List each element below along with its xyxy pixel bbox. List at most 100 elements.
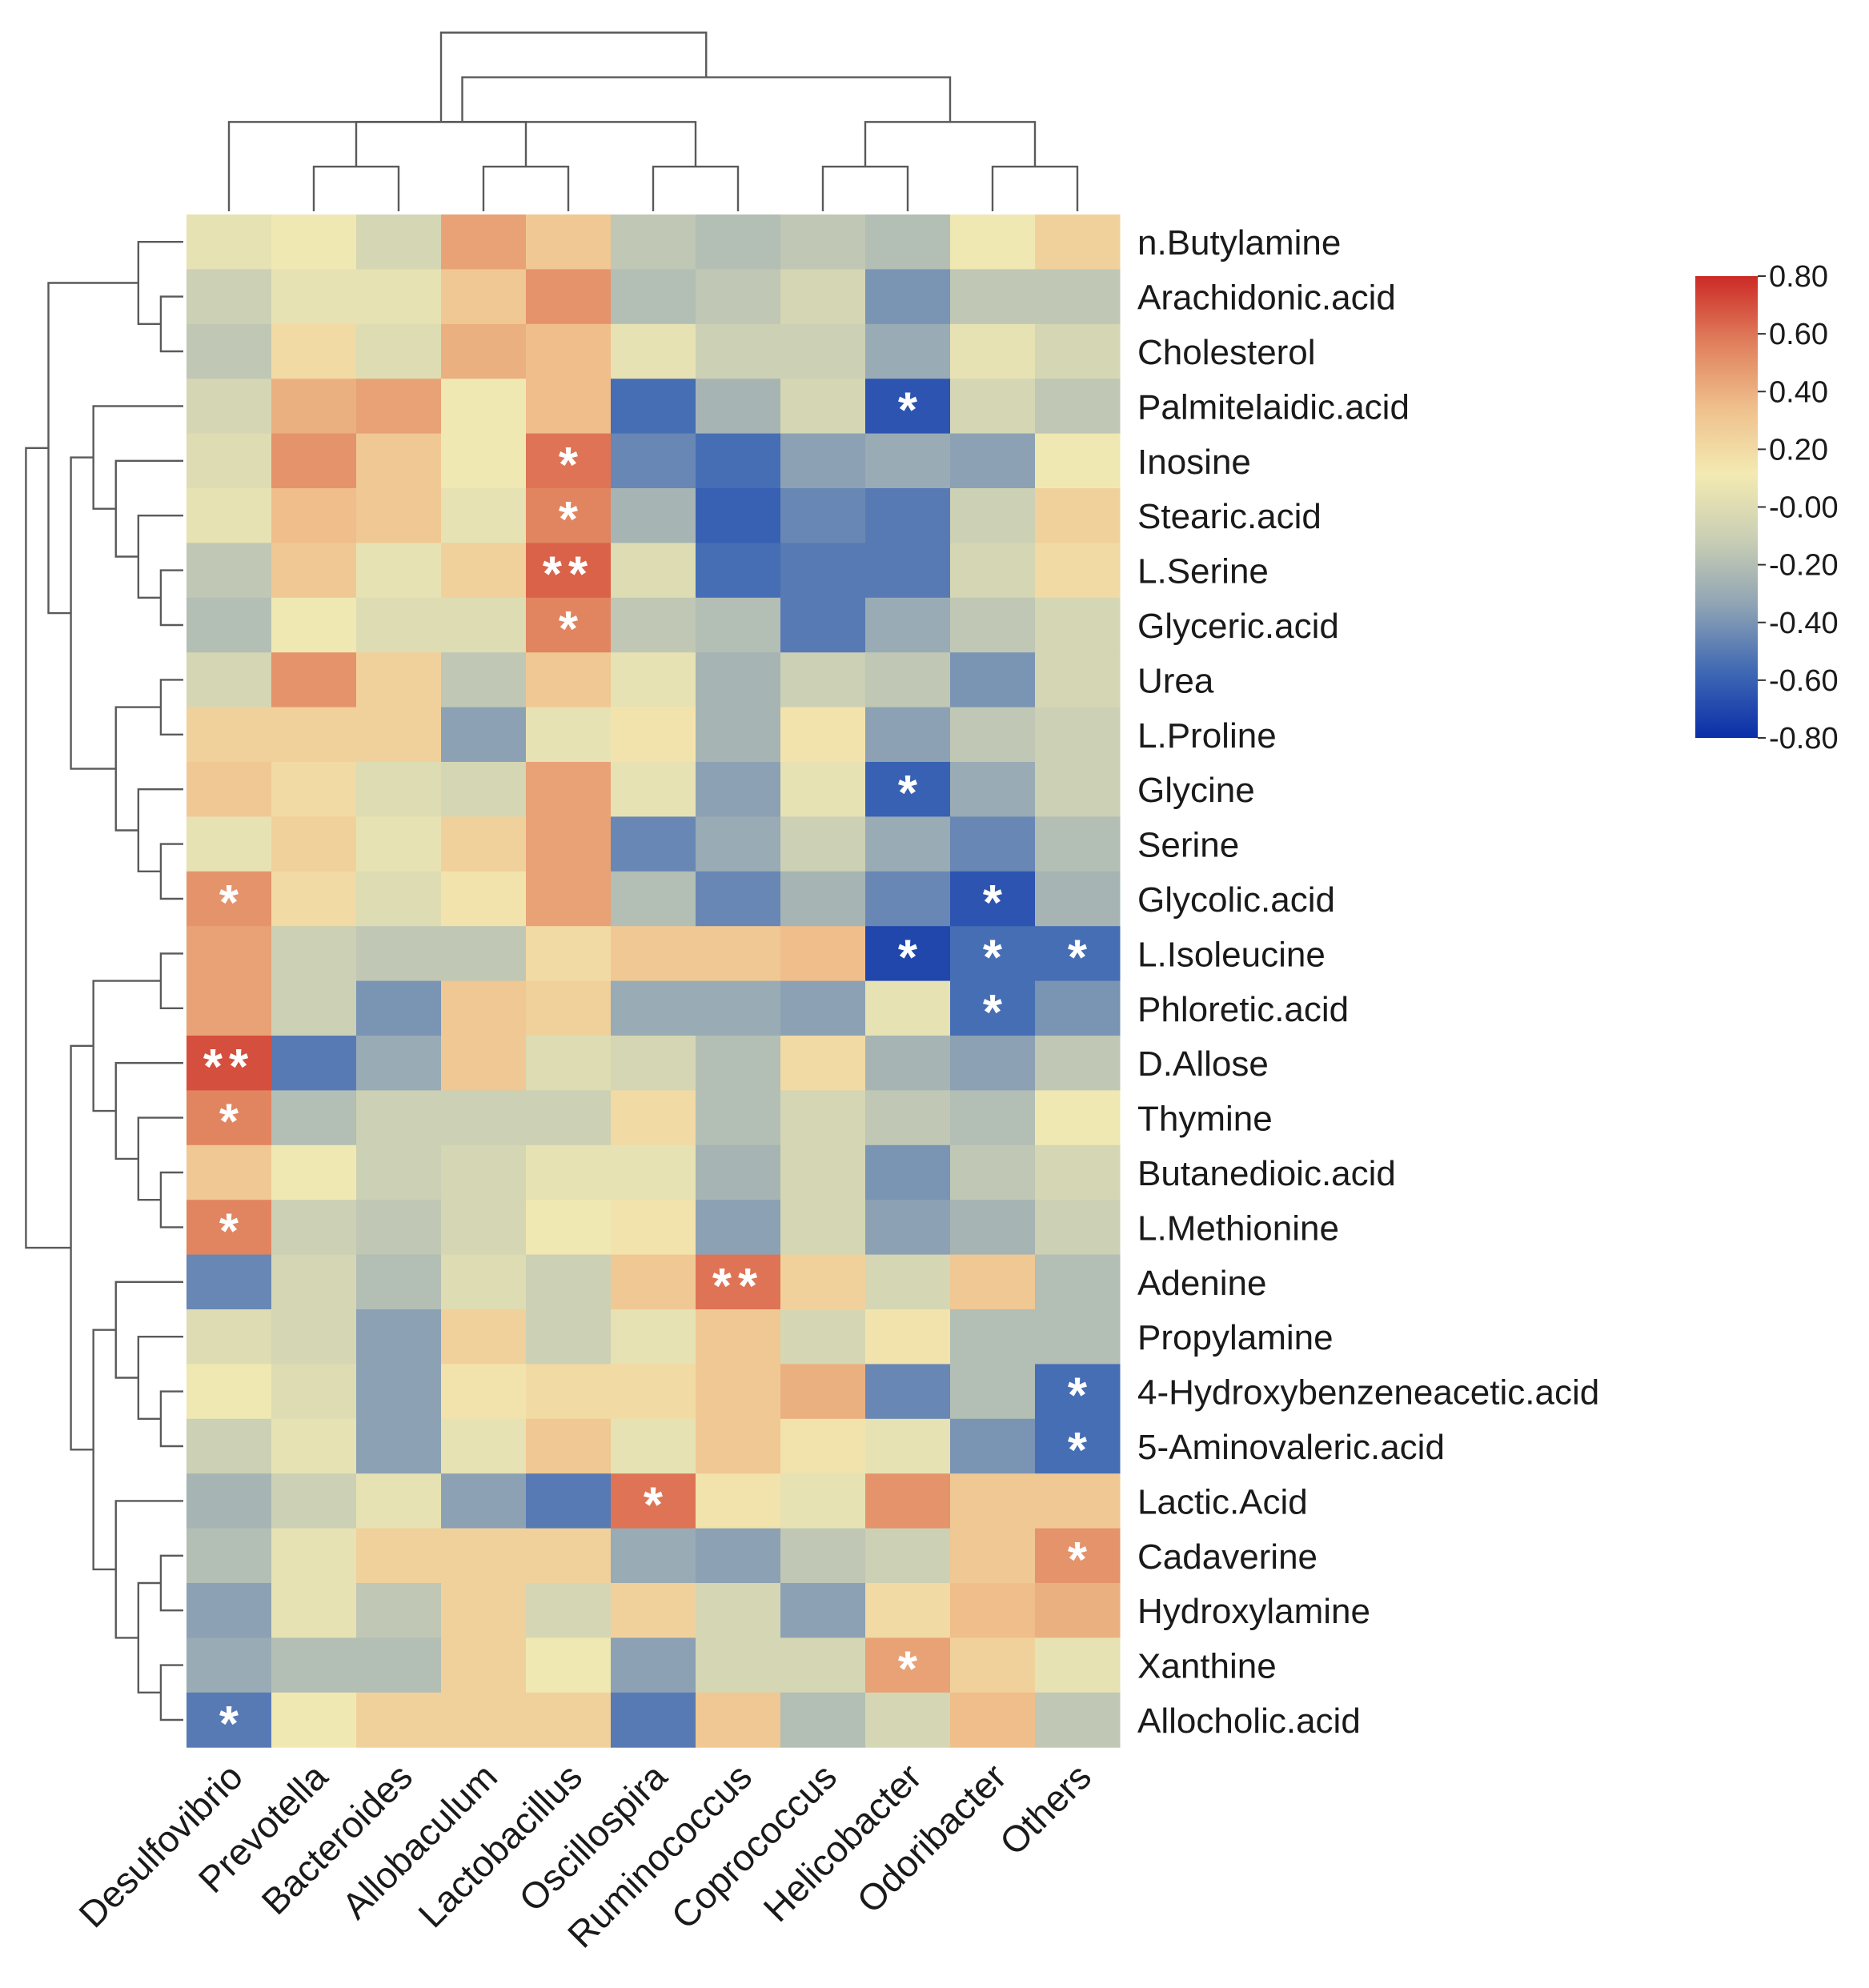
heatmap-cell: [526, 926, 612, 982]
heatmap-cell: [356, 1637, 442, 1693]
color-scale-legend: 0.80 0.60 0.40 0.20 -0.00 -0.20 -0.40 -0.60 -0.8…: [1695, 260, 1839, 756]
heatmap-cell: [1035, 1309, 1121, 1365]
heatmap-cell: [611, 1144, 696, 1200]
heatmap-cell: [356, 926, 442, 982]
heatmap-cell: [441, 1036, 527, 1091]
colorbar-tick-label: 0.20: [1769, 433, 1828, 467]
heatmap-cell: [526, 433, 612, 489]
row-label: Lactic.Acid: [1137, 1482, 1308, 1521]
dendrogram-branch: [991, 165, 1079, 211]
heatmap-cell: [950, 816, 1036, 872]
heatmap-cell: [271, 871, 357, 927]
heatmap-cell: [271, 926, 357, 982]
heatmap-cell: [356, 762, 442, 817]
heatmap-cell: [271, 1637, 357, 1693]
heatmap-cell: [611, 871, 696, 927]
dendrogram-branch: [159, 1664, 183, 1721]
heatmap-cell: [950, 1364, 1036, 1420]
significance-marker: *: [559, 438, 579, 493]
heatmap-cell: [1035, 1528, 1121, 1584]
heatmap-cell: [780, 1254, 866, 1310]
heatmap-cell: [611, 433, 696, 489]
heatmap-cell: [696, 1692, 781, 1748]
row-label: Urea: [1137, 661, 1214, 700]
heatmap-cell: [865, 762, 951, 817]
heatmap-cell: [865, 926, 951, 982]
heatmap-cell: [780, 1637, 866, 1693]
row-label: Cholesterol: [1137, 333, 1316, 372]
significance-marker: *: [559, 602, 579, 657]
heatmap-cell: [186, 1637, 272, 1693]
heatmap-cell: [950, 926, 1036, 982]
heatmap-cell: [780, 980, 866, 1036]
heatmap-cell: [950, 597, 1036, 653]
heatmap-cell: [780, 707, 866, 763]
row-label: D.Allose: [1137, 1044, 1269, 1084]
significance-marker: *: [559, 492, 579, 547]
heatmap-cell: [611, 1254, 696, 1310]
heatmap-cell: [271, 214, 357, 270]
heatmap-cell: [526, 816, 612, 872]
heatmap-cell: [356, 652, 442, 708]
heatmap-cell: [441, 1473, 527, 1529]
heatmap-cell: [441, 871, 527, 927]
heatmap-cell: [186, 543, 272, 599]
heatmap-cell: [526, 1364, 612, 1420]
column-dendrogram: [227, 31, 1079, 211]
heatmap-cell: [1035, 1144, 1121, 1200]
heatmap-cell: [611, 1036, 696, 1091]
heatmap-cell: [611, 926, 696, 982]
heatmap-cell: [186, 597, 272, 653]
heatmap-cell: [611, 1090, 696, 1146]
heatmap-cell: [780, 214, 866, 270]
heatmap-cell: [186, 926, 272, 982]
dendrogram-branch: [137, 1336, 183, 1420]
heatmap-cell: [865, 816, 951, 872]
significance-marker: *: [898, 766, 918, 821]
heatmap-cell: [696, 1473, 781, 1529]
heatmap-cell: [186, 1200, 272, 1256]
significance-marker: **: [203, 1040, 255, 1095]
heatmap-cell: [526, 379, 612, 435]
row-label: Xanthine: [1137, 1647, 1277, 1686]
heatmap-cell: [865, 1036, 951, 1091]
heatmap-cell: [696, 597, 781, 653]
dendrogram-branch: [652, 165, 740, 211]
heatmap-cell: [611, 762, 696, 817]
significance-marker: *: [983, 985, 1003, 1040]
heatmap-cell: [356, 1364, 442, 1420]
heatmap-cell: [950, 652, 1036, 708]
heatmap-cell: [1035, 1692, 1121, 1748]
heatmap-cell: [865, 1528, 951, 1584]
row-label: Stearic.acid: [1137, 497, 1322, 536]
heatmap-cell: [271, 1692, 357, 1748]
heatmap-cell: [186, 433, 272, 489]
heatmap-cell: [696, 1364, 781, 1420]
heatmap-cell: [441, 543, 527, 599]
heatmap-cell: [865, 214, 951, 270]
heatmap-cell: [186, 980, 272, 1036]
heatmap-cell: [696, 488, 781, 543]
dendrogram-branch: [92, 405, 183, 510]
heatmap-cell: [611, 1583, 696, 1638]
heatmap-cell: [611, 379, 696, 435]
heatmap-cell: [696, 379, 781, 435]
significance-marker: *: [983, 930, 1003, 985]
heatmap-cell: [356, 1418, 442, 1474]
heatmap-cell: [186, 1692, 272, 1748]
heatmap-cell: [950, 433, 1036, 489]
row-label: Butanedioic.acid: [1137, 1154, 1396, 1193]
dendrogram-branch: [114, 1062, 183, 1160]
heatmap-cell: [1035, 1090, 1121, 1146]
heatmap-cell: [526, 1692, 612, 1748]
row-label: L.Methionine: [1137, 1208, 1339, 1248]
heatmap-cell: [441, 1583, 527, 1638]
heatmap-cell: [441, 433, 527, 489]
heatmap-cell: [865, 1144, 951, 1200]
heatmap-cell: [865, 488, 951, 543]
colorbar-tick-label: -0.80: [1769, 722, 1839, 756]
dendrogram-branch: [159, 679, 183, 735]
heatmap-cell: [1035, 214, 1121, 270]
heatmap-cell: [271, 816, 357, 872]
heatmap-cell: [865, 543, 951, 599]
